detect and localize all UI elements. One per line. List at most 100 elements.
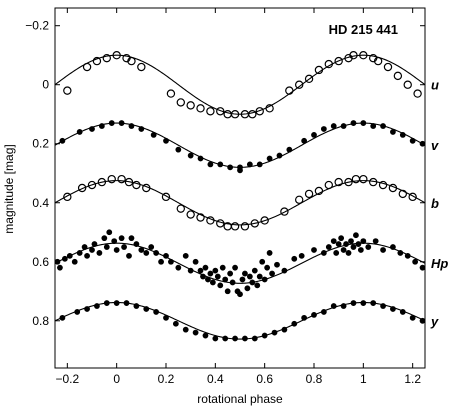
data-point-b [351,174,361,184]
data-point-v [286,146,293,153]
data-point-Hp [232,264,238,271]
y-tick-label: 0.2 [32,137,49,151]
data-point-u [413,89,422,98]
data-point-v [320,126,327,132]
data-point-Hp [133,241,140,247]
data-point-Hp [355,241,362,247]
data-point-u [216,107,225,116]
data-point-y [153,309,160,315]
data-point-u [359,51,368,60]
data-point-b [344,177,353,187]
data-point-y [271,329,278,336]
data-point-u [324,59,333,69]
data-point-Hp [219,264,226,271]
data-point-Hp [209,279,216,286]
data-point-Hp [259,258,266,265]
data-point-u [112,51,121,60]
data-point-b [369,177,378,187]
data-point-y [59,314,66,321]
data-point-y [123,300,130,306]
data-point-u [137,62,146,72]
data-point-Hp [311,247,317,253]
data-point-v [340,123,347,129]
data-point-Hp [227,270,234,277]
data-point-b [378,180,388,190]
data-point-Hp [380,247,386,253]
data-point-Hp [138,247,145,253]
data-point-Hp [101,235,108,242]
data-point-Hp [207,270,214,277]
series-label-y: y [430,314,439,329]
data-point-v [246,161,253,168]
data-point-b [240,222,250,231]
data-point-Hp [205,276,211,283]
data-point-Hp [239,276,246,283]
data-point-Hp [333,250,340,256]
series-label-u: u [431,78,439,93]
data-point-Hp [338,235,345,242]
data-point-Hp [91,241,98,247]
data-point-b [161,192,171,202]
data-point-Hp [348,238,354,245]
x-tick-label: 0 [113,372,120,386]
data-point-v [108,120,115,126]
data-point-Hp [103,244,110,250]
data-point-Hp [345,250,352,256]
data-point-Hp [182,252,189,259]
data-point-y [212,335,219,342]
data-point-Hp [76,250,83,256]
data-point-Hp [261,276,268,283]
data-point-b [230,222,240,231]
data-point-b [250,219,259,228]
data-point-v [89,126,95,132]
data-point-Hp [419,264,426,271]
data-point-b [216,219,225,228]
data-point-u [248,110,257,119]
data-point-Hp [274,261,280,268]
data-point-v [207,161,214,168]
data-point-y [360,300,367,306]
data-point-v [256,161,263,168]
data-point-Hp [237,291,243,298]
data-point-v [350,120,357,126]
data-point-Hp [325,244,332,250]
data-point-v [330,123,337,129]
data-point-u [186,101,195,110]
data-point-v [390,129,396,135]
data-point-Hp [187,267,194,274]
data-point-b [97,177,107,187]
y-tick-label: 0.6 [32,255,49,269]
x-tick-label: −0.2 [55,372,79,386]
data-point-u [127,56,136,66]
data-point-u [82,62,92,72]
data-point-u [403,80,412,89]
data-point-u [230,110,240,119]
data-point-y [301,314,308,321]
data-point-y [172,320,179,327]
y-tick-label: 0.8 [32,314,49,328]
data-point-y [320,309,327,315]
data-point-y [311,311,317,318]
data-point-y [163,314,169,321]
data-point-v [370,123,377,129]
data-point-b [132,180,141,190]
data-point-b [124,177,134,187]
data-point-y [242,335,248,342]
data-point-b [408,192,417,202]
data-point-y [399,309,406,315]
data-point-b [280,207,289,216]
data-point-Hp [340,247,347,253]
data-point-v [128,123,135,129]
data-point-y [291,320,298,327]
data-point-Hp [111,238,118,245]
data-point-y [192,329,199,336]
data-point-y [380,303,386,309]
data-point-v [163,137,169,144]
data-point-Hp [335,241,342,247]
data-point-Hp [372,238,379,245]
data-point-Hp [244,285,251,292]
data-point-v [227,164,234,171]
series-label-b: b [431,196,439,211]
series-label-v: v [431,138,439,153]
data-point-v [360,120,367,126]
